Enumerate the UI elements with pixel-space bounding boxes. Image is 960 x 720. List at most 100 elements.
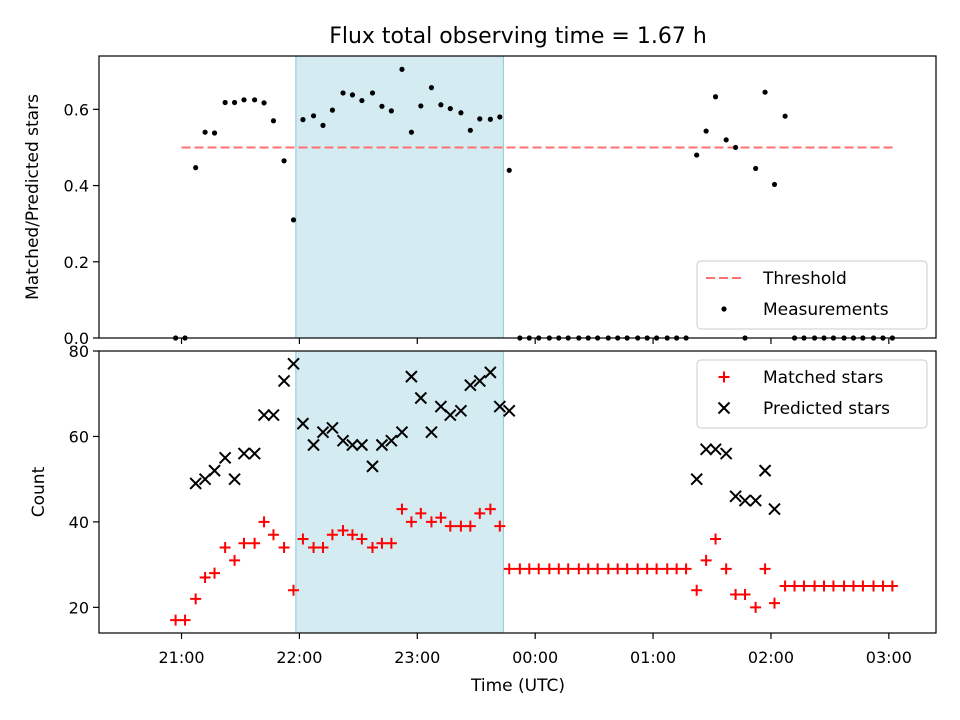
matched-stars-point xyxy=(179,614,191,626)
matched-stars-point xyxy=(818,580,830,592)
matched-stars-point xyxy=(582,563,594,575)
matched-stars-point xyxy=(886,580,898,592)
x-tick-label: 01:00 xyxy=(630,648,676,667)
measurement-point xyxy=(506,167,512,173)
matched-stars-point xyxy=(710,533,722,545)
matched-stars-point xyxy=(337,524,349,536)
predicted-stars-point xyxy=(355,438,369,452)
measurement-point xyxy=(359,97,365,104)
legend-matched-handle xyxy=(718,371,730,383)
matched-stars-point xyxy=(798,580,810,592)
matched-stars-point xyxy=(543,563,555,575)
predicted-stars-point xyxy=(287,357,300,371)
matched-stars-point xyxy=(602,563,614,575)
measurement-point xyxy=(694,152,700,158)
matched-stars-point xyxy=(209,567,221,579)
measurement-point xyxy=(261,100,267,106)
matched-stars-point xyxy=(553,563,565,575)
matched-stars-point xyxy=(474,507,486,519)
predicted-stars-point xyxy=(473,374,486,388)
matched-stars-point xyxy=(857,580,869,592)
measurement-point xyxy=(712,94,719,100)
matched-stars-point xyxy=(720,563,732,575)
measurement-point xyxy=(252,97,258,103)
predicted-stars-point xyxy=(228,472,241,486)
legend-predicted-handle xyxy=(717,401,731,415)
matched-stars-point xyxy=(219,542,231,554)
matched-stars-point xyxy=(739,589,751,601)
matched-stars-point xyxy=(573,563,585,575)
x-tick-label: 00:00 xyxy=(512,648,558,667)
matched-stars-point xyxy=(680,563,692,575)
matched-stars-point xyxy=(396,503,408,515)
bottom-panel: 20 40 60 80 21:00 22:00 23:00 00:00 01:00 02:00 03… xyxy=(69,342,937,667)
predicted-stars-point xyxy=(699,443,713,456)
matched-stars-point xyxy=(385,537,397,549)
measurement-point xyxy=(771,181,778,188)
matched-stars-point xyxy=(190,593,202,605)
y-tick-label: 80 xyxy=(69,342,89,361)
matched-stars-point xyxy=(464,520,476,532)
measurement-point xyxy=(762,89,768,95)
predicted-stars-point xyxy=(484,366,497,379)
measurement-point xyxy=(211,130,218,136)
legend-box xyxy=(696,260,928,330)
y-tick-label: 0.4 xyxy=(64,177,89,196)
matched-stars-point xyxy=(238,537,250,549)
legend-label: Predicted stars xyxy=(763,399,890,419)
measurement-point xyxy=(782,113,788,119)
x-axis-label: Time (UTC) xyxy=(470,676,565,696)
measurement-point xyxy=(281,158,287,164)
predicted-stars-point xyxy=(307,438,320,452)
matched-stars-point xyxy=(258,516,270,528)
matched-stars-point xyxy=(730,589,742,601)
matched-stars-point xyxy=(308,542,320,554)
measurement-point xyxy=(428,85,435,91)
predicted-stars-point xyxy=(454,404,468,418)
measurement-point xyxy=(418,103,424,109)
predicted-stars-point xyxy=(493,400,507,413)
predicted-stars-point xyxy=(395,425,409,439)
predicted-stars-point xyxy=(405,370,418,383)
measurement-point xyxy=(497,114,503,120)
top-panel: 0.0 0.2 0.4 0.6 Threshold Measurements xyxy=(64,55,937,348)
measurement-point xyxy=(399,66,405,72)
matched-stars-point xyxy=(435,512,447,524)
matched-stars-point xyxy=(691,584,703,596)
plot-frame xyxy=(98,55,937,339)
matched-stars-point xyxy=(455,520,467,532)
predicted-stars-point xyxy=(719,447,733,460)
measurement-point xyxy=(477,116,483,122)
top-panel-y-axis-label: Matched/Predicted stars xyxy=(23,94,43,300)
predicted-stars-point xyxy=(208,464,221,477)
matched-stars-point xyxy=(267,529,279,541)
matched-stars-point xyxy=(592,563,604,575)
matched-stars-point xyxy=(759,563,771,575)
measurement-point xyxy=(241,97,247,103)
matched-stars-point xyxy=(415,507,427,519)
matched-stars-point xyxy=(523,563,535,575)
matched-stars-point xyxy=(317,542,329,554)
matched-stars-point xyxy=(444,520,456,532)
measurement-point xyxy=(379,103,385,109)
predicted-stars-point xyxy=(336,434,350,447)
matched-stars-point xyxy=(199,571,211,583)
matched-stars-point xyxy=(514,563,526,575)
measurement-point xyxy=(487,116,493,122)
measurement-point xyxy=(193,165,199,171)
y-tick-label: 0.6 xyxy=(64,100,89,119)
matched-stars-point xyxy=(700,554,712,566)
measurement-point xyxy=(467,127,473,133)
matched-stars-point xyxy=(405,516,417,528)
measurement-point xyxy=(458,110,464,116)
matched-stars-point xyxy=(877,580,889,592)
measurement-point xyxy=(447,105,453,112)
measurement-point xyxy=(290,217,297,223)
predicted-stars-point xyxy=(257,408,271,422)
y-tick-label: 40 xyxy=(69,513,89,532)
matched-stars-point xyxy=(249,537,261,549)
predicted-stars-point xyxy=(749,494,762,507)
legend-label: Matched stars xyxy=(763,368,883,388)
predicted-stars-point xyxy=(414,391,428,405)
highlight-span xyxy=(295,55,504,339)
